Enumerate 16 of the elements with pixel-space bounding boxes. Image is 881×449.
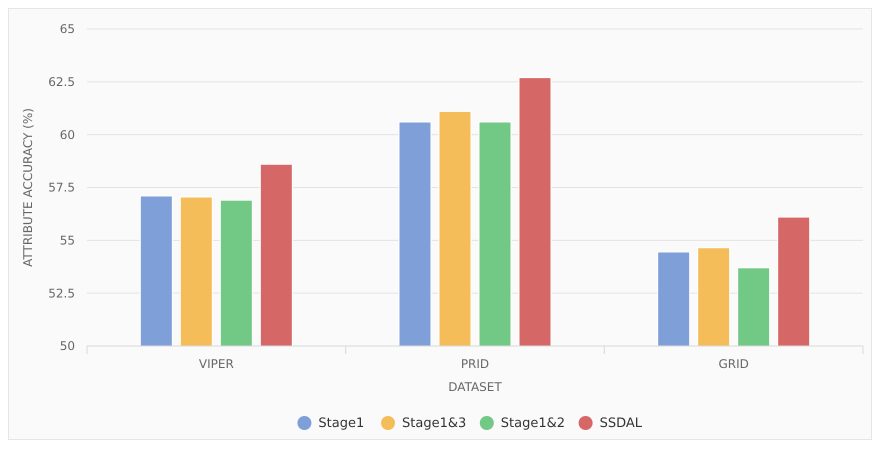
y-tick-label: 60 [60, 128, 75, 142]
y-axis-title: ATTRIBUTE ACCURACY (%) [21, 108, 35, 267]
y-tick-label: 62.5 [48, 75, 75, 90]
y-tick-label: 50 [60, 339, 75, 354]
y-tick-label: 52.5 [48, 286, 75, 300]
x-tick-label: GRID [718, 357, 749, 371]
x-axis-title: DATASET [448, 380, 502, 394]
y-tick-label: 57.5 [48, 180, 75, 195]
legend-label: Stage1&2 [500, 416, 566, 431]
legend-label: Stage1&3 [402, 416, 466, 431]
y-tick-label: 55 [60, 234, 75, 248]
x-tick-label: VIPER [198, 357, 234, 371]
legend-label: SSDAL [600, 416, 643, 431]
legend-label: Stage1 [318, 416, 364, 431]
x-tick-label: PRID [460, 357, 490, 371]
y-tick-label: 65 [60, 22, 75, 36]
